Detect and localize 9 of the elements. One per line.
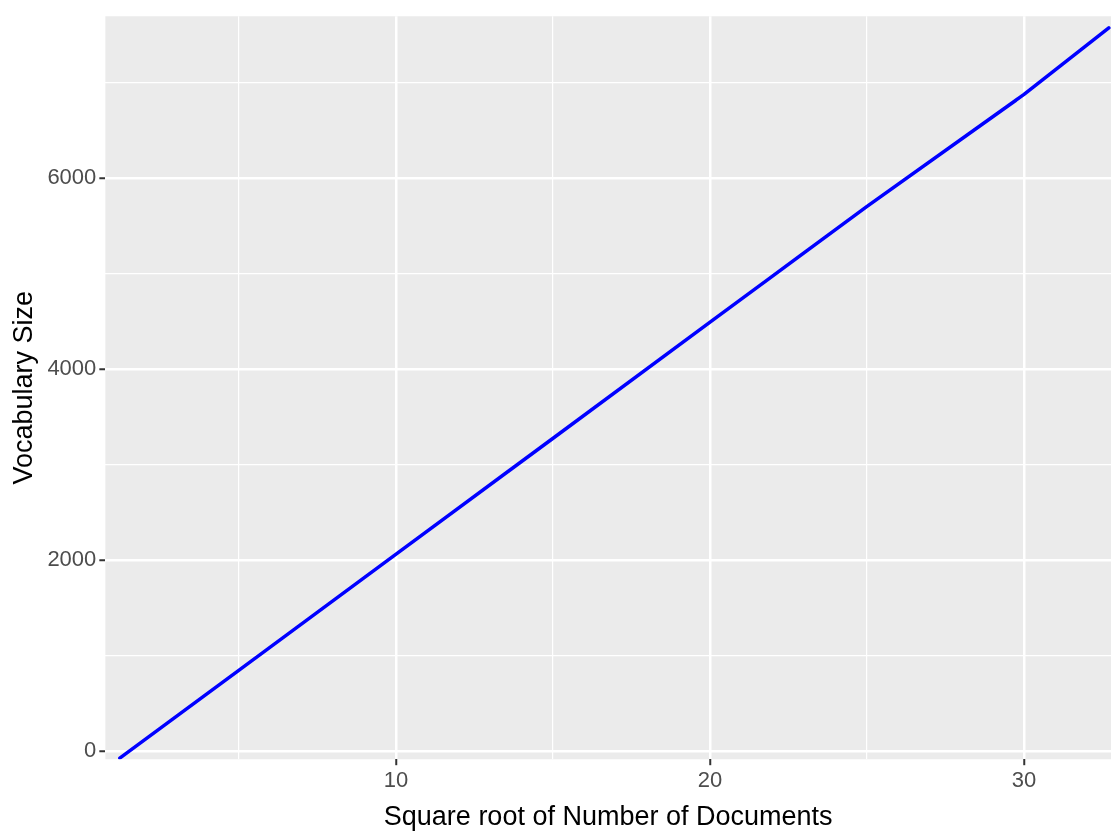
x-tick-label: 30 bbox=[1011, 767, 1037, 793]
y-tick-label: 2000 bbox=[47, 546, 97, 572]
y-tick-label: 4000 bbox=[47, 355, 97, 381]
x-tick-label: 20 bbox=[697, 767, 723, 793]
x-axis-title: Square root of Number of Documents bbox=[383, 801, 833, 832]
y-tick-label: 6000 bbox=[47, 164, 97, 190]
x-tick-label: 10 bbox=[383, 767, 409, 793]
y-axis-title: Vocabulary Size bbox=[7, 290, 38, 485]
y-tick-label: 0 bbox=[84, 736, 97, 762]
